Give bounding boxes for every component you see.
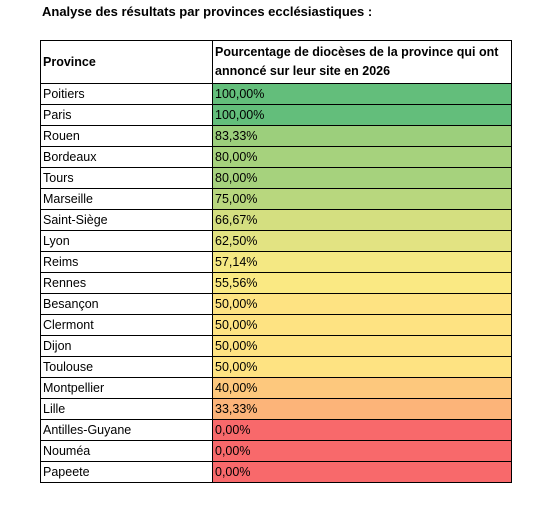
table-row: Lille 33,33%	[40, 398, 512, 420]
province-cell: Antilles-Guyane	[40, 419, 213, 441]
results-table: Province Pourcentage de diocèses de la p…	[40, 40, 512, 483]
percentage-cell: 62,50%	[212, 230, 512, 252]
table-row: Nouméa 0,00%	[40, 440, 512, 462]
percentage-cell: 100,00%	[212, 83, 512, 105]
table-header-row: Province Pourcentage de diocèses de la p…	[40, 40, 512, 84]
table-row: Montpellier 40,00%	[40, 377, 512, 399]
table-row: Marseille 75,00%	[40, 188, 512, 210]
table-row: Clermont 50,00%	[40, 314, 512, 336]
province-cell: Lille	[40, 398, 213, 420]
province-cell: Besançon	[40, 293, 213, 315]
province-cell: Nouméa	[40, 440, 213, 462]
table-row: Poitiers 100,00%	[40, 83, 512, 105]
percentage-cell: 50,00%	[212, 335, 512, 357]
percentage-cell: 50,00%	[212, 356, 512, 378]
table-row: Papeete 0,00%	[40, 461, 512, 483]
table-row: Lyon 62,50%	[40, 230, 512, 252]
province-cell: Toulouse	[40, 356, 213, 378]
percentage-cell: 100,00%	[212, 104, 512, 126]
table-row: Tours 80,00%	[40, 167, 512, 189]
table-row: Paris 100,00%	[40, 104, 512, 126]
percentage-cell: 40,00%	[212, 377, 512, 399]
column-header-province: Province	[40, 40, 213, 84]
province-cell: Montpellier	[40, 377, 213, 399]
province-cell: Papeete	[40, 461, 213, 483]
province-cell: Saint-Siège	[40, 209, 213, 231]
percentage-cell: 83,33%	[212, 125, 512, 147]
table-row: Reims 57,14%	[40, 251, 512, 273]
province-cell: Clermont	[40, 314, 213, 336]
province-cell: Tours	[40, 167, 213, 189]
percentage-cell: 0,00%	[212, 419, 512, 441]
percentage-cell: 80,00%	[212, 146, 512, 168]
province-cell: Rouen	[40, 125, 213, 147]
table-row: Bordeaux 80,00%	[40, 146, 512, 168]
table-body: Poitiers 100,00% Paris 100,00% Rouen 83,…	[40, 83, 512, 483]
table-row: Saint-Siège 66,67%	[40, 209, 512, 231]
table-row: Antilles-Guyane 0,00%	[40, 419, 512, 441]
table-row: Toulouse 50,00%	[40, 356, 512, 378]
percentage-cell: 50,00%	[212, 293, 512, 315]
table-row: Besançon 50,00%	[40, 293, 512, 315]
percentage-cell: 75,00%	[212, 188, 512, 210]
column-header-percentage: Pourcentage de diocèses de la province q…	[212, 40, 512, 84]
province-cell: Poitiers	[40, 83, 213, 105]
province-cell: Lyon	[40, 230, 213, 252]
province-cell: Paris	[40, 104, 213, 126]
province-cell: Reims	[40, 251, 213, 273]
percentage-cell: 0,00%	[212, 461, 512, 483]
table-row: Rennes 55,56%	[40, 272, 512, 294]
percentage-cell: 0,00%	[212, 440, 512, 462]
percentage-cell: 33,33%	[212, 398, 512, 420]
province-cell: Rennes	[40, 272, 213, 294]
province-cell: Bordeaux	[40, 146, 213, 168]
table-row: Rouen 83,33%	[40, 125, 512, 147]
percentage-cell: 50,00%	[212, 314, 512, 336]
table-row: Dijon 50,00%	[40, 335, 512, 357]
percentage-cell: 57,14%	[212, 251, 512, 273]
province-cell: Dijon	[40, 335, 213, 357]
province-cell: Marseille	[40, 188, 213, 210]
document-title: Analyse des résultats par provinces eccl…	[42, 4, 373, 19]
percentage-cell: 80,00%	[212, 167, 512, 189]
percentage-cell: 55,56%	[212, 272, 512, 294]
percentage-cell: 66,67%	[212, 209, 512, 231]
